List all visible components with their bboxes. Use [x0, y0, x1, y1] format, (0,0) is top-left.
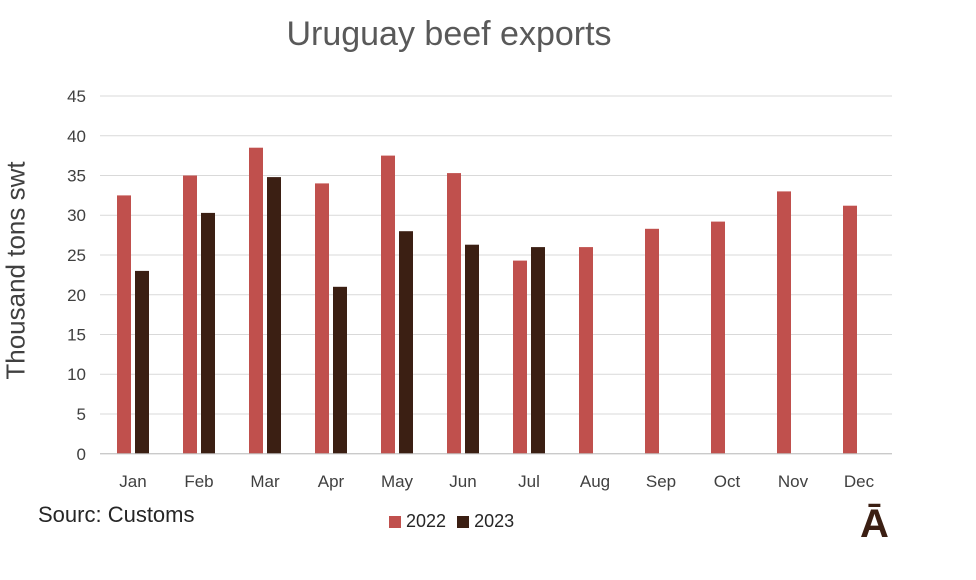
svg-text:Feb: Feb	[184, 472, 213, 491]
svg-text:Oct: Oct	[714, 472, 741, 491]
svg-text:Nov: Nov	[778, 472, 809, 491]
svg-text:Jul: Jul	[518, 472, 540, 491]
svg-text:Mar: Mar	[250, 472, 280, 491]
svg-text:Jun: Jun	[449, 472, 476, 491]
svg-text:35: 35	[67, 167, 86, 186]
svg-text:10: 10	[67, 365, 86, 384]
svg-text:0: 0	[77, 445, 86, 464]
svg-text:25: 25	[67, 246, 86, 265]
svg-text:5: 5	[77, 405, 86, 424]
svg-text:May: May	[381, 472, 414, 491]
svg-text:Apr: Apr	[318, 472, 345, 491]
svg-text:40: 40	[67, 127, 86, 146]
svg-text:45: 45	[67, 87, 86, 106]
svg-text:15: 15	[67, 326, 86, 345]
svg-text:30: 30	[67, 206, 86, 225]
svg-text:20: 20	[67, 286, 86, 305]
svg-text:Sep: Sep	[646, 472, 676, 491]
svg-text:Jan: Jan	[119, 472, 146, 491]
svg-text:Aug: Aug	[580, 472, 610, 491]
svg-text:Dec: Dec	[844, 472, 875, 491]
